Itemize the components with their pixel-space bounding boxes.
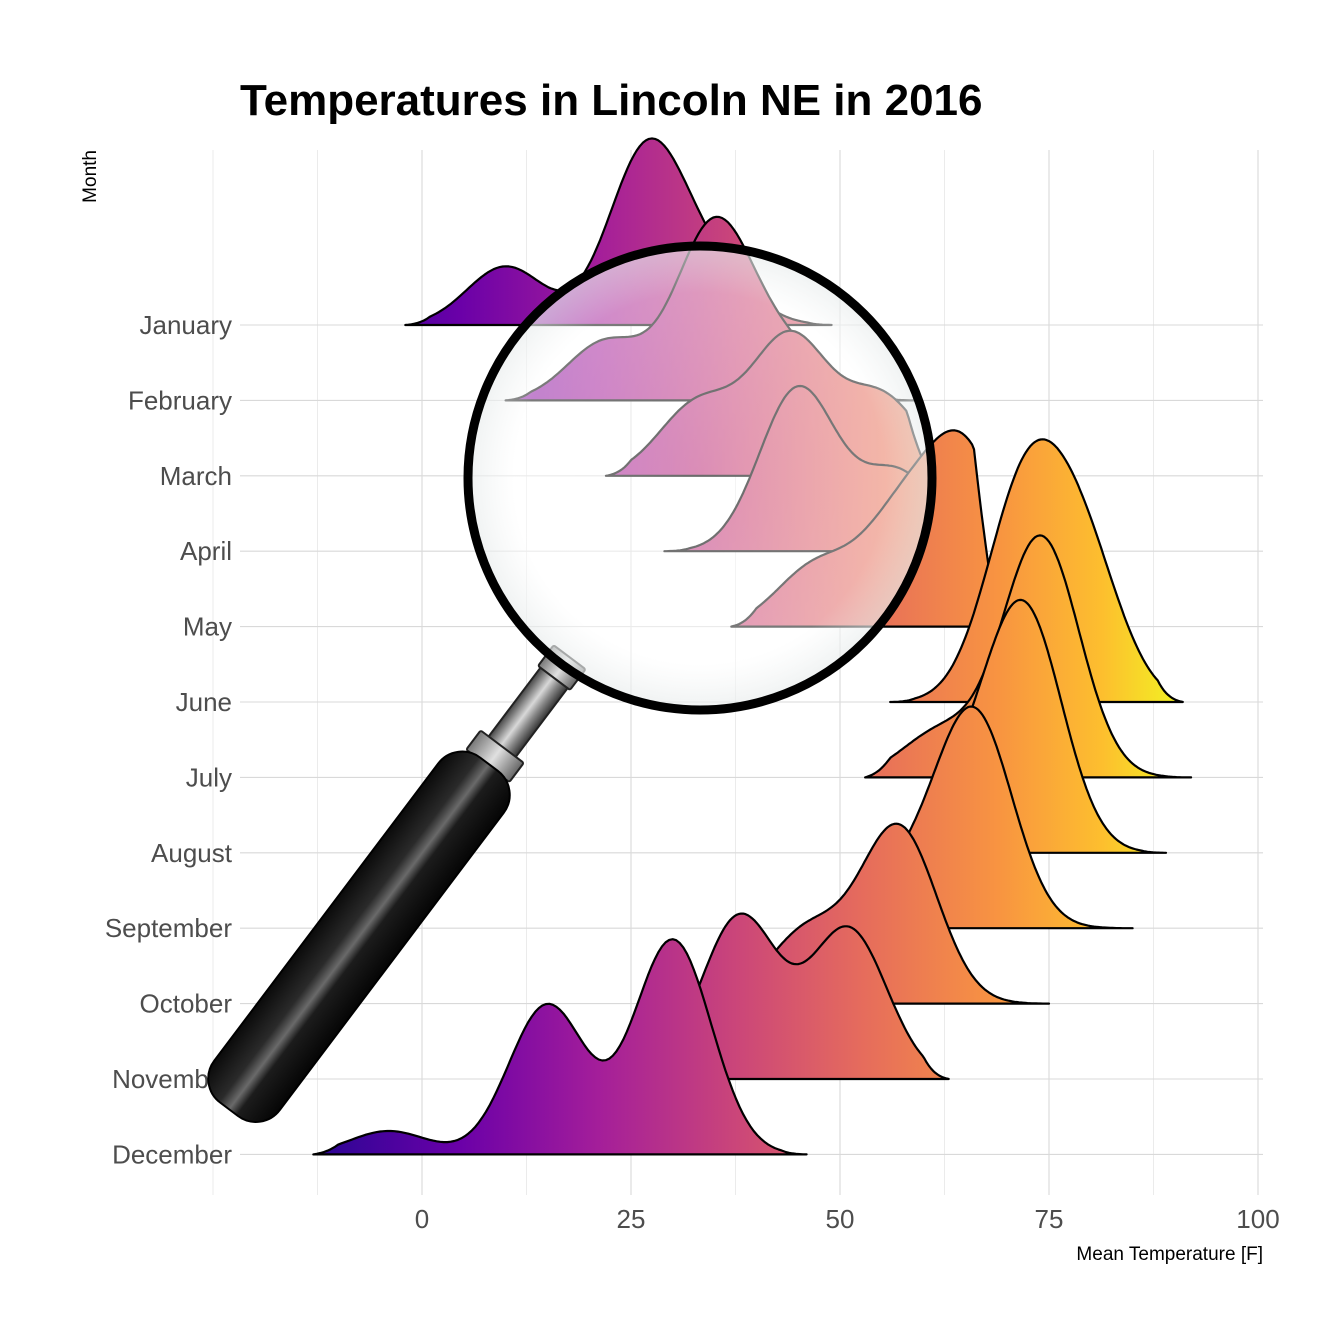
chart-title: Temperatures in Lincoln NE in 2016 bbox=[240, 76, 983, 125]
x-tick-label: 0 bbox=[415, 1204, 429, 1234]
ridge-december bbox=[312, 938, 808, 1156]
y-tick-label-june: June bbox=[176, 687, 232, 717]
x-tick-label: 25 bbox=[617, 1204, 646, 1234]
y-axis-title: Month bbox=[80, 150, 101, 203]
x-tick-label: 100 bbox=[1236, 1204, 1279, 1234]
y-tick-label-december: December bbox=[112, 1139, 232, 1169]
y-tick-label-july: July bbox=[186, 762, 232, 792]
magnifier-handle bbox=[207, 644, 586, 1123]
y-tick-label-october: October bbox=[140, 989, 233, 1019]
x-tick-labels: 0 25 50 75 100 bbox=[415, 1204, 1280, 1234]
y-tick-label-may: May bbox=[183, 612, 232, 642]
x-tick-label: 75 bbox=[1035, 1204, 1064, 1234]
x-axis-title: Mean Temperature [F] bbox=[1076, 1244, 1263, 1265]
magnifier bbox=[207, 241, 937, 1123]
y-tick-label-february: February bbox=[128, 385, 232, 415]
y-tick-label-march: March bbox=[160, 461, 232, 491]
y-tick-label-august: August bbox=[151, 838, 233, 868]
y-tick-label-january: January bbox=[140, 310, 233, 340]
y-tick-label-september: September bbox=[105, 913, 233, 943]
y-tick-labels: January February March April May June July Augu… bbox=[105, 310, 233, 1169]
y-tick-label-april: April bbox=[180, 536, 232, 566]
magnifier-lens bbox=[463, 241, 937, 715]
x-tick-label: 50 bbox=[826, 1204, 855, 1234]
